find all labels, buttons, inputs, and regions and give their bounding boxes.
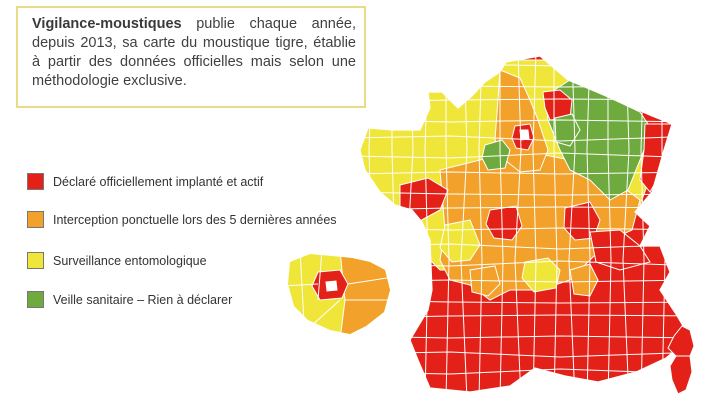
legend-label-interception: Interception ponctuelle lors des 5 derni… [53,212,337,227]
dept-border-vertical [391,56,396,392]
legend-swatch-orange [27,211,44,228]
dept-border-vertical [568,56,576,392]
corsica-south [669,355,693,395]
intro-text-box: Vigilance-moustiques publie chaque année… [16,6,366,108]
idf-dept-border [288,283,319,287]
dept-eure-green [481,139,511,171]
dept-ardeche-orange [569,263,599,297]
idf-dept-border [317,254,323,301]
dept-border-vertical [514,56,522,392]
legend-item-surveillance: Surveillance entomologique [27,252,207,269]
idf-east-orange [339,254,390,334]
legend-item-interception: Interception ponctuelle lors des 5 derni… [27,211,337,228]
ile-de-france-inset [288,254,390,334]
dept-border-horizontal [360,191,690,196]
dept-border-vertical [607,56,612,392]
legend-item-veille: Veille sanitaire – Rien à déclarer [27,291,232,308]
dept-border-horizontal [360,135,690,142]
dept-border-vertical [406,56,414,392]
dept-border-horizontal [360,152,690,159]
dept-border-horizontal [360,171,690,175]
legend-label-surveillance: Surveillance entomologique [53,253,207,268]
brand-name: Vigilance-moustiques [32,16,182,32]
legend-swatch-green [27,291,44,308]
idf-paris-white [325,280,338,292]
idf-dept-border [347,275,390,285]
mainland-outline [359,55,691,393]
legend-label-veille: Veille sanitaire – Rien à déclarer [53,292,233,307]
dept-alsace-red [639,123,673,193]
intro-text: publie chaque année, depuis 2013, sa car… [32,16,356,89]
dept-indre-red [485,205,523,241]
paris-area-white [519,129,530,141]
legend-item-implanted: Déclaré officiellement implanté et actif [27,173,263,190]
dept-border-vertical [368,56,373,392]
legend-swatch-yellow [27,252,44,269]
dept-border-vertical [553,56,558,392]
dept-border-vertical [586,56,591,392]
legend-swatch-red [27,173,44,190]
dept-border-vertical [532,56,537,392]
legend-label-implanted: Déclaré officiellement implanté et actif [53,174,264,189]
